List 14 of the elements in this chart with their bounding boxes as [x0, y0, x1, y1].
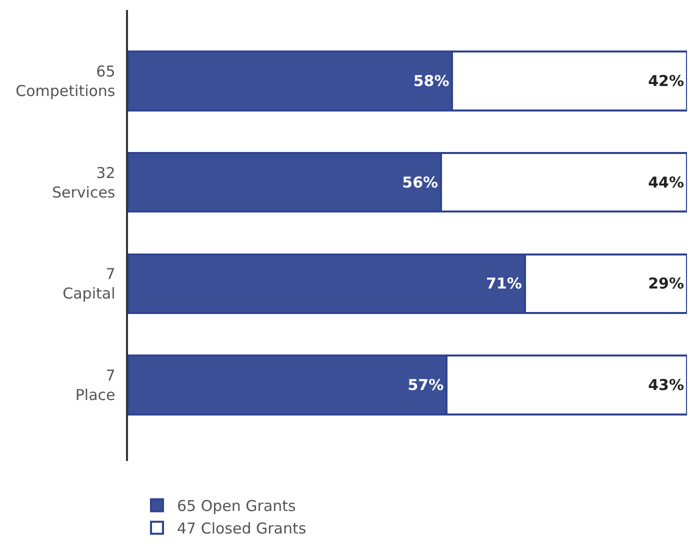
data-label: 56% [402, 173, 438, 192]
data-label: 44% [648, 173, 684, 192]
data-label: 57% [408, 376, 444, 394]
data-label: 42% [648, 72, 684, 90]
data-label: 71% [486, 274, 522, 293]
data-label: 29% [648, 274, 684, 293]
legend-label: 47 Closed Grants [177, 520, 306, 538]
data-label: 43% [648, 376, 684, 394]
legend-label: 65 Open Grants [177, 497, 296, 516]
data-label: 58% [413, 72, 450, 90]
y-tick-label: 7 Capital [62, 265, 116, 303]
y-tick-label: 65 Competitions [16, 62, 116, 100]
y-tick-label: 7 Place [75, 366, 116, 404]
y-tick-label: 32 Services [52, 164, 116, 202]
